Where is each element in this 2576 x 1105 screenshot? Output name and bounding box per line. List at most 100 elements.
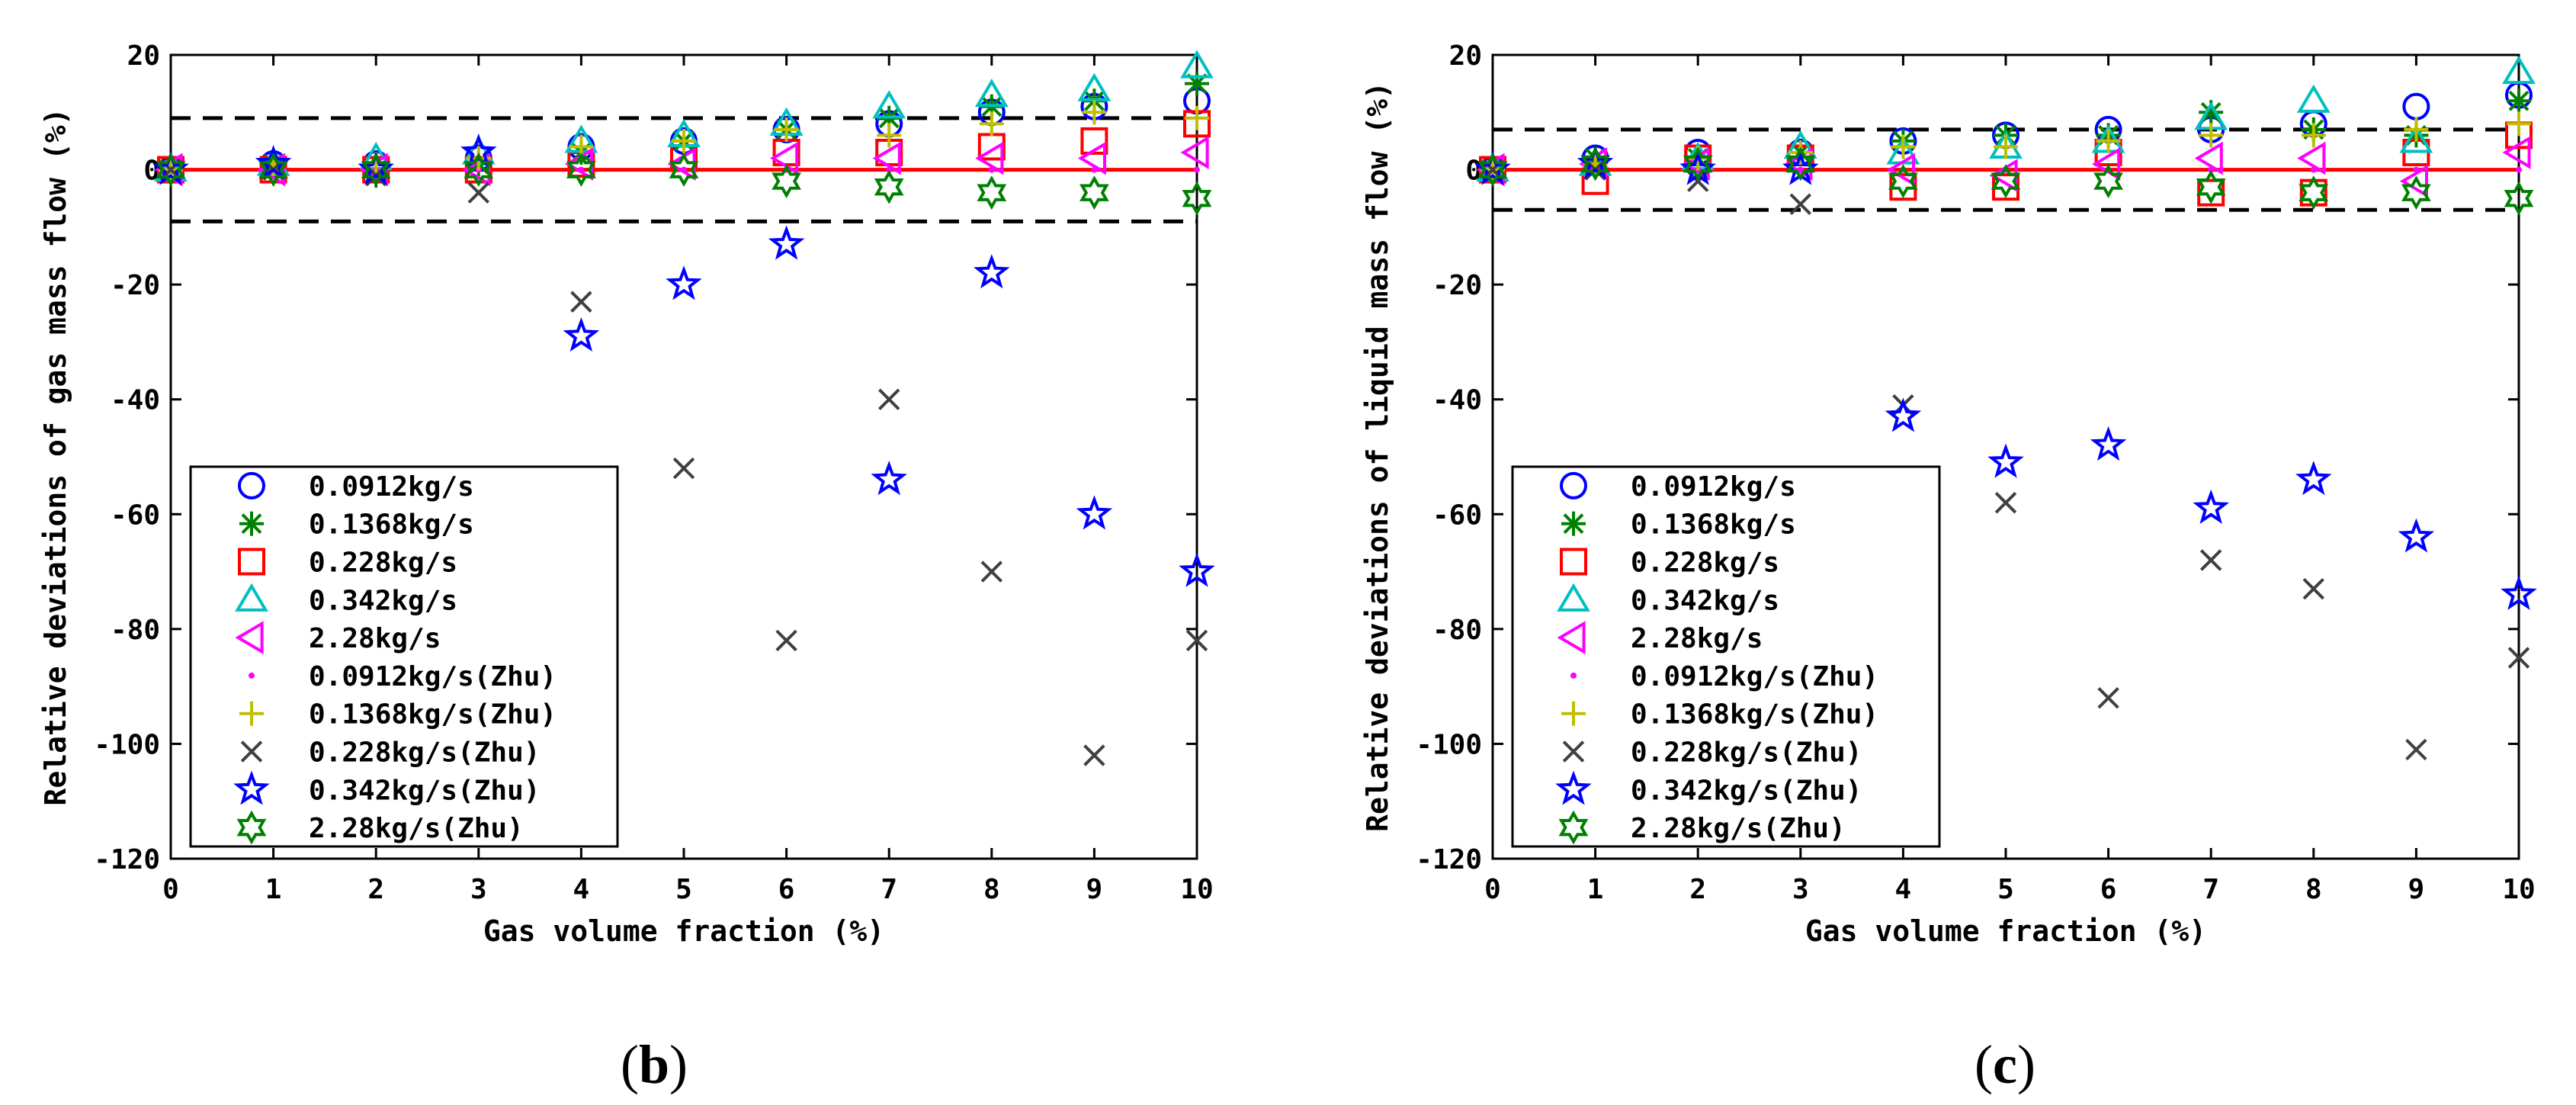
data-point [1891, 134, 1916, 159]
legend-marker [240, 740, 263, 763]
x-tick-label: 8 [983, 874, 1000, 905]
data-point [2297, 141, 2326, 175]
data-point [2097, 686, 2119, 709]
data-point [2296, 84, 2331, 113]
data-point [2507, 88, 2531, 114]
legend-marker [1555, 770, 1592, 805]
legend-label: 0.1368kg/s(Zhu) [1631, 699, 1878, 731]
data-point [255, 144, 292, 180]
data-point [1994, 134, 2018, 159]
legend-marker [1557, 621, 1586, 655]
data-point [361, 153, 391, 188]
data-point [1185, 71, 1209, 96]
data-point [974, 79, 1009, 108]
data-point [1079, 175, 1109, 210]
x-tick-label: 1 [1587, 874, 1604, 905]
data-point [988, 166, 995, 173]
data-point [1180, 136, 1209, 169]
data-point [874, 169, 904, 204]
x-axis-label: Gas volume fraction (%) [483, 914, 884, 948]
legend-label: 0.342kg/s [309, 585, 457, 616]
data-point [1888, 164, 1918, 199]
data-point [2295, 461, 2332, 496]
data-point [2194, 141, 2223, 175]
legend-label: 0.1368kg/s [309, 509, 474, 541]
legend-label: 0.1368kg/s(Zhu) [309, 699, 557, 731]
legend-label: 0.0912kg/s [1631, 471, 1796, 503]
data-point [1789, 193, 1812, 215]
x-tick-label: 0 [162, 874, 179, 905]
data-point [2301, 123, 2326, 148]
x-tick-label: 2 [1689, 874, 1706, 905]
data-point [974, 254, 1010, 289]
legend-marker [1560, 471, 1587, 499]
legend-marker [233, 770, 270, 805]
data-point [872, 141, 901, 175]
data-point [2401, 175, 2431, 210]
legend-label: 0.0912kg/s(Zhu) [309, 661, 557, 692]
legend-label: 0.342kg/s(Zhu) [1631, 775, 1862, 806]
data-point [2516, 166, 2522, 173]
legend-label: 0.0912kg/s [309, 471, 474, 503]
x-tick-label: 0 [1484, 874, 1501, 905]
legend-marker [235, 583, 268, 612]
panel-label: (c) [1975, 1034, 2035, 1095]
y-tick-label: 20 [127, 40, 160, 72]
data-point [2299, 175, 2329, 210]
legend-marker [238, 548, 265, 576]
data-point [2199, 549, 2222, 571]
data-point [2196, 169, 2226, 204]
y-tick-label: -40 [111, 385, 160, 416]
y-tick-label: -60 [111, 499, 160, 531]
x-tick-label: 1 [265, 874, 282, 905]
data-point [1580, 146, 1610, 181]
series-hexagram [1477, 146, 2534, 216]
x-tick-label: 9 [1086, 874, 1103, 905]
data-point [772, 164, 801, 199]
data-point [1091, 166, 1098, 173]
data-point [2501, 575, 2537, 610]
data-point [1885, 397, 1922, 432]
data-point [770, 141, 799, 175]
legend-label: 0.228kg/s [309, 548, 457, 579]
data-point [1185, 105, 1209, 130]
data-point [2404, 117, 2429, 142]
data-point [1194, 166, 1200, 173]
x-tick-label: 9 [2408, 874, 2425, 905]
data-point [2502, 56, 2536, 85]
legend-marker [1570, 672, 1577, 679]
y-tick-label: -120 [1416, 844, 1482, 875]
y-tick-label: -20 [1432, 270, 1482, 301]
data-point [2096, 128, 2121, 153]
data-point [2093, 164, 2123, 199]
x-tick-label: 6 [2100, 874, 2117, 905]
data-point [871, 461, 907, 496]
legend-label: 0.1368kg/s [1631, 509, 1796, 541]
data-point [1994, 492, 2017, 514]
data-point [1785, 146, 1816, 181]
data-point [980, 561, 1003, 583]
data-point [1080, 127, 1108, 155]
panel-label: (b) [621, 1034, 688, 1095]
data-point [2208, 166, 2215, 173]
data-point [2399, 164, 2428, 198]
data-point [872, 90, 906, 119]
data-point [2507, 647, 2530, 669]
data-point [2405, 738, 2427, 761]
data-point [877, 388, 900, 410]
data-point [566, 153, 596, 188]
legend-marker [1561, 511, 1586, 536]
data-point [2413, 166, 2420, 173]
legend-box [1511, 465, 1941, 848]
legend-marker [239, 701, 264, 726]
legend: 0.0912kg/s 0.1368kg/s 0.228kg/s 0.342kg/s 2.… [189, 465, 619, 848]
data-point [669, 153, 699, 188]
y-tick-label: -100 [94, 729, 160, 760]
data-point [578, 166, 585, 173]
legend-label: 0.228kg/s(Zhu) [1631, 737, 1862, 769]
data-point [1179, 552, 1215, 587]
data-point [2507, 111, 2531, 137]
legend-marker [1560, 548, 1587, 576]
legend-label: 0.342kg/s(Zhu) [309, 775, 540, 806]
